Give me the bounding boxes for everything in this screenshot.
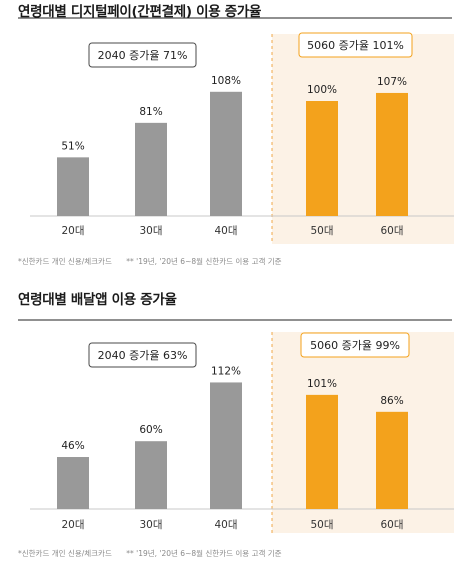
category-label: 50대 bbox=[310, 225, 333, 237]
category-label: 60대 bbox=[380, 519, 403, 531]
footnote-1: *신한카드 개인 신용/체크카드 bbox=[18, 257, 112, 266]
category-label: 40대 bbox=[214, 225, 237, 237]
callout-box bbox=[88, 42, 197, 68]
category-label: 20대 bbox=[61, 519, 84, 531]
data-label: 86% bbox=[380, 395, 403, 407]
bar-50대 bbox=[306, 394, 338, 509]
bar-60대 bbox=[376, 92, 408, 216]
category-label: 20대 bbox=[61, 225, 84, 237]
bar-50대 bbox=[306, 101, 338, 216]
chart-title: 연령대별 배달앱 이용 증가율 bbox=[18, 292, 177, 308]
bar-40대 bbox=[210, 382, 242, 509]
bar-60대 bbox=[376, 411, 408, 509]
chart-footnote: *신한카드 개인 신용/체크카드 ** '19년, '20년 6~8월 신한카드… bbox=[18, 548, 282, 559]
bar-20대 bbox=[57, 157, 89, 216]
callout-box bbox=[300, 332, 410, 358]
category-label: 50대 bbox=[310, 519, 333, 531]
chart-footnote: *신한카드 개인 신용/체크카드 ** '19년, '20년 6~8월 신한카드… bbox=[18, 256, 282, 267]
footnote-1: *신한카드 개인 신용/체크카드 bbox=[18, 549, 112, 558]
data-label: 60% bbox=[139, 424, 162, 436]
data-label: 51% bbox=[61, 140, 84, 152]
digital-pay-chart: 연령대별 디지털페이(간편결제) 이용 증가율 51% 20대 81% 30대 108%… bbox=[0, 0, 470, 275]
callout-box bbox=[88, 342, 197, 368]
chart-svg: 46% 20대 60% 30대 112% 40대 101% 50대 86% 60대 2040 증가율… bbox=[18, 319, 454, 533]
bar-20대 bbox=[57, 457, 89, 509]
footnote-2: ** '19년, '20년 6~8월 신한카드 이용 고객 기준 bbox=[126, 257, 282, 266]
bar-40대 bbox=[210, 91, 242, 216]
bar-30대 bbox=[135, 441, 167, 509]
data-label: 101% bbox=[307, 378, 337, 390]
category-label: 30대 bbox=[139, 519, 162, 531]
chart-title: 연령대별 디지털페이(간편결제) 이용 증가율 bbox=[18, 4, 262, 20]
highlight-region bbox=[272, 34, 454, 244]
data-label: 81% bbox=[139, 106, 162, 118]
callout-text: 2040 증가율 63% bbox=[98, 349, 188, 362]
category-label: 30대 bbox=[139, 225, 162, 237]
callout-text: 2040 증가율 71% bbox=[98, 49, 188, 62]
callout-box bbox=[298, 32, 413, 58]
data-label: 108% bbox=[211, 75, 241, 87]
callout-text: 5060 증가율 101% bbox=[307, 39, 404, 52]
highlight-region bbox=[272, 332, 454, 533]
data-label: 107% bbox=[377, 76, 407, 88]
data-label: 46% bbox=[61, 440, 84, 452]
data-label: 112% bbox=[211, 365, 241, 377]
chart-svg: 51% 20대 81% 30대 108% 40대 100% 50대 107% 60대 2040 증가… bbox=[18, 17, 454, 244]
bar-30대 bbox=[135, 122, 167, 216]
category-label: 60대 bbox=[380, 225, 403, 237]
data-label: 100% bbox=[307, 84, 337, 96]
footnote-2: ** '19년, '20년 6~8월 신한카드 이용 고객 기준 bbox=[126, 549, 282, 558]
callout-text: 5060 증가율 99% bbox=[310, 339, 400, 352]
category-label: 40대 bbox=[214, 519, 237, 531]
delivery-app-chart: 연령대별 배달앱 이용 증가율 46% 20대 60% 30대 112% 40대 101% 5… bbox=[0, 288, 470, 563]
